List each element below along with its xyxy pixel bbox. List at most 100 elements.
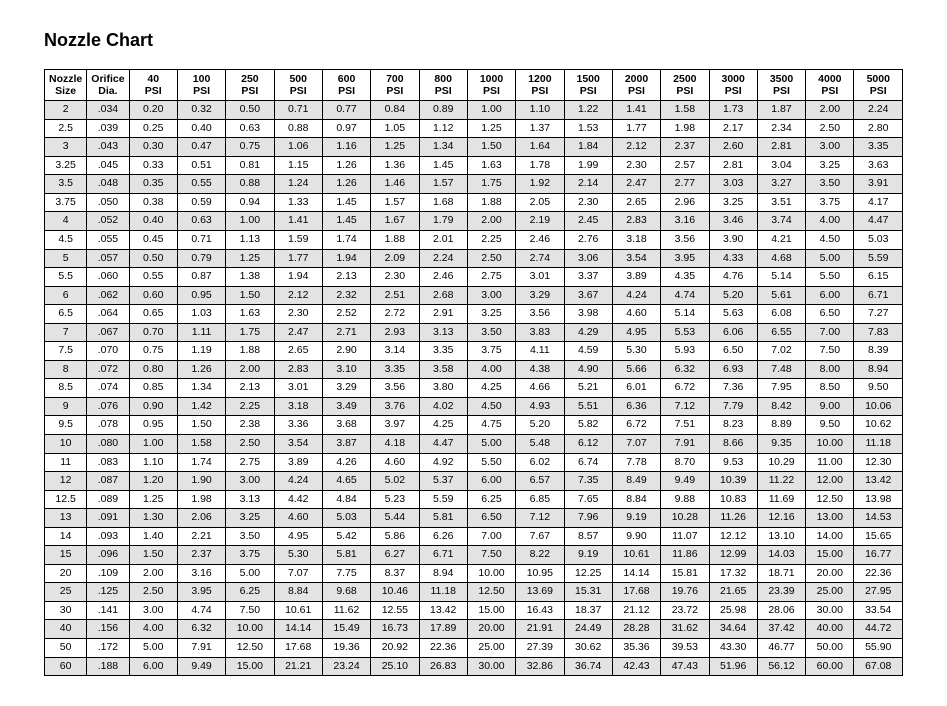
table-cell: 1.03	[177, 305, 225, 324]
table-row: 5.0570.500.791.251.771.942.092.242.502.7…	[45, 249, 903, 268]
table-cell: 3.00	[129, 601, 177, 620]
table-cell: 3.00	[806, 138, 854, 157]
header-line2: PSI	[230, 85, 269, 97]
table-cell: 1.41	[612, 101, 660, 120]
table-cell: 14.53	[854, 509, 903, 528]
table-cell: 3.06	[564, 249, 612, 268]
table-row: 10.0801.001.582.503.543.874.184.475.005.…	[45, 434, 903, 453]
table-cell: 1.00	[467, 101, 515, 120]
table-cell: 2.00	[226, 360, 274, 379]
table-cell: 2.75	[226, 453, 274, 472]
table-cell: 1.45	[322, 193, 370, 212]
table-cell: 5.14	[661, 305, 709, 324]
header-line2: PSI	[472, 85, 511, 97]
table-cell: .093	[87, 527, 129, 546]
table-cell: 5.59	[854, 249, 903, 268]
table-cell: 0.89	[419, 101, 467, 120]
table-cell: 1.26	[177, 360, 225, 379]
table-cell: 1.98	[661, 119, 709, 138]
table-cell: 6.26	[419, 527, 467, 546]
table-cell: 2.83	[274, 360, 322, 379]
table-cell: 2.76	[564, 230, 612, 249]
table-row: 4.0520.400.631.001.411.451.671.792.002.1…	[45, 212, 903, 231]
table-row: 9.0760.901.422.253.183.493.764.024.504.9…	[45, 397, 903, 416]
table-cell: 0.81	[226, 156, 274, 175]
table-cell: 28.28	[612, 620, 660, 639]
table-cell: 2.25	[226, 397, 274, 416]
table-cell: 2.13	[226, 379, 274, 398]
table-cell: 6.72	[612, 416, 660, 435]
table-cell: 12.30	[854, 453, 903, 472]
table-cell: 0.51	[177, 156, 225, 175]
table-cell: 30.00	[467, 657, 515, 676]
table-header-cell: 250PSI	[226, 70, 274, 101]
table-cell: 26.83	[419, 657, 467, 676]
table-cell: 3.56	[371, 379, 419, 398]
table-cell: 2.37	[661, 138, 709, 157]
table-header-cell: 700PSI	[371, 70, 419, 101]
table-cell: 2.50	[226, 434, 274, 453]
table-cell: 3.00	[467, 286, 515, 305]
table-cell: .076	[87, 397, 129, 416]
table-cell: 8.39	[854, 342, 903, 361]
table-cell: 3.25	[806, 156, 854, 175]
table-cell: 2.00	[129, 564, 177, 583]
table-row: 8.5.0740.851.342.133.013.293.563.804.254…	[45, 379, 903, 398]
table-cell: 1.45	[419, 156, 467, 175]
table-cell: 10.28	[661, 509, 709, 528]
table-cell: 1.64	[516, 138, 564, 157]
table-header-cell: NozzleSize	[45, 70, 87, 101]
table-cell: 5.66	[612, 360, 660, 379]
table-row: 12.5.0891.251.983.134.424.845.235.596.25…	[45, 490, 903, 509]
table-cell: 1.74	[177, 453, 225, 472]
table-cell: .078	[87, 416, 129, 435]
table-row: 5.5.0600.550.871.381.942.132.302.462.753…	[45, 268, 903, 287]
table-cell: 9.68	[322, 583, 370, 602]
table-cell: 5.20	[516, 416, 564, 435]
table-cell: 6.06	[709, 323, 757, 342]
table-cell: 4.35	[661, 268, 709, 287]
table-cell: 47.43	[661, 657, 709, 676]
table-cell: 0.50	[129, 249, 177, 268]
table-cell: 2.12	[274, 286, 322, 305]
table-cell: 10.83	[709, 490, 757, 509]
table-cell: 5.48	[516, 434, 564, 453]
header-line2: PSI	[665, 85, 704, 97]
table-cell: 5.23	[371, 490, 419, 509]
table-cell: 4.00	[129, 620, 177, 639]
table-cell: 15.00	[467, 601, 515, 620]
table-cell: 1.15	[274, 156, 322, 175]
table-cell: 4.24	[274, 472, 322, 491]
table-cell: .087	[87, 472, 129, 491]
table-cell: 1.79	[419, 212, 467, 231]
table-cell: .067	[87, 323, 129, 342]
table-cell: 3.10	[322, 360, 370, 379]
header-line1: 100	[182, 73, 221, 85]
table-cell: 3.75	[226, 546, 274, 565]
table-header-cell: 500PSI	[274, 70, 322, 101]
header-line2: PSI	[520, 85, 559, 97]
table-cell: 21.91	[516, 620, 564, 639]
table-cell: 8.23	[709, 416, 757, 435]
table-cell: 14	[45, 527, 87, 546]
table-cell: 2.57	[661, 156, 709, 175]
table-cell: 1.74	[322, 230, 370, 249]
table-cell: 32.86	[516, 657, 564, 676]
table-cell: 1.50	[129, 546, 177, 565]
table-cell: 2.68	[419, 286, 467, 305]
header-line1: 5000	[858, 73, 898, 85]
table-cell: 2.50	[467, 249, 515, 268]
table-row: 15.0961.502.373.755.305.816.276.717.508.…	[45, 546, 903, 565]
table-cell: 4.59	[564, 342, 612, 361]
table-cell: 1.63	[467, 156, 515, 175]
table-cell: 4.75	[467, 416, 515, 435]
table-cell: 33.54	[854, 601, 903, 620]
table-row: 50.1725.007.9112.5017.6819.3620.9222.362…	[45, 638, 903, 657]
table-cell: 2.46	[516, 230, 564, 249]
table-cell: 23.24	[322, 657, 370, 676]
table-cell: 5.63	[709, 305, 757, 324]
table-cell: 8.50	[806, 379, 854, 398]
table-cell: 7.79	[709, 397, 757, 416]
table-row: 25.1252.503.956.258.849.6810.4611.1812.5…	[45, 583, 903, 602]
table-cell: 5.82	[564, 416, 612, 435]
